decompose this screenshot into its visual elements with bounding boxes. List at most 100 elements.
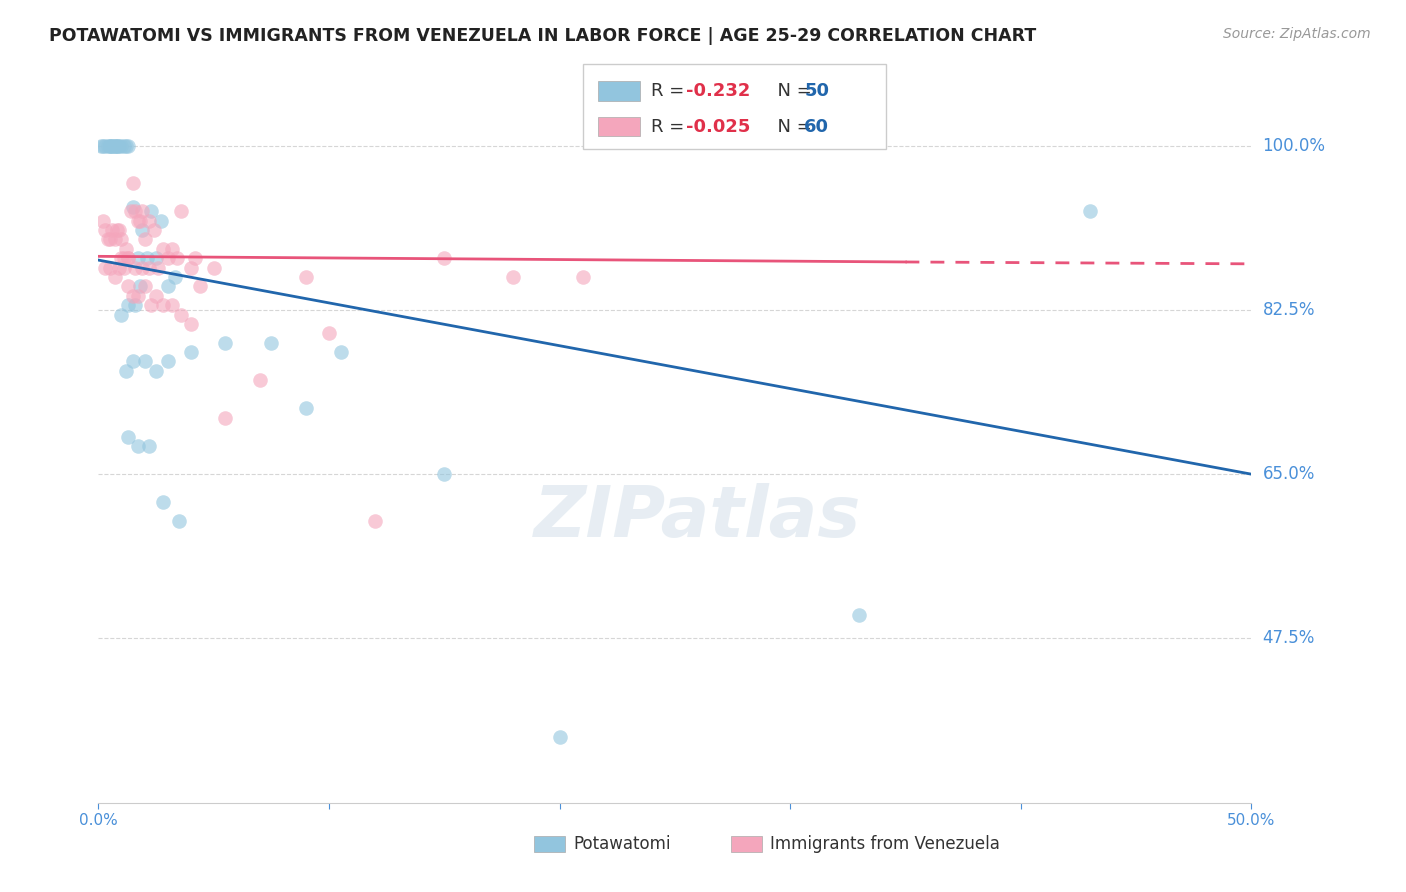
Text: -0.025: -0.025 bbox=[686, 118, 751, 136]
Point bbox=[98, 260, 121, 275]
Point bbox=[214, 335, 236, 350]
Point bbox=[149, 213, 172, 227]
Point bbox=[295, 401, 318, 416]
Text: POTAWATOMI VS IMMIGRANTS FROM VENEZUELA IN LABOR FORCE | AGE 25-29 CORRELATION C: POTAWATOMI VS IMMIGRANTS FROM VENEZUELA … bbox=[49, 27, 1036, 45]
Point bbox=[188, 279, 211, 293]
Point bbox=[103, 138, 125, 153]
Point bbox=[105, 138, 128, 153]
Point bbox=[103, 138, 125, 153]
Text: 65.0%: 65.0% bbox=[1263, 465, 1315, 483]
Point bbox=[131, 204, 153, 219]
Point bbox=[97, 138, 120, 153]
Point bbox=[156, 354, 179, 368]
Text: R =: R = bbox=[651, 118, 690, 136]
Text: N =: N = bbox=[766, 118, 818, 136]
Point bbox=[167, 514, 190, 528]
Point bbox=[160, 298, 183, 312]
Point bbox=[98, 138, 121, 153]
Point bbox=[1078, 204, 1101, 219]
Point bbox=[108, 260, 131, 275]
Point bbox=[124, 204, 146, 219]
Point bbox=[127, 251, 149, 265]
Point bbox=[117, 251, 139, 265]
Point bbox=[103, 232, 125, 246]
Point bbox=[122, 176, 145, 190]
Point bbox=[848, 607, 870, 622]
Point bbox=[94, 138, 117, 153]
Text: -0.232: -0.232 bbox=[686, 82, 751, 100]
Point bbox=[127, 289, 149, 303]
Point bbox=[103, 270, 125, 285]
Point bbox=[112, 260, 135, 275]
Point bbox=[548, 730, 571, 744]
Point bbox=[122, 289, 145, 303]
Point bbox=[141, 204, 163, 219]
Point bbox=[138, 260, 160, 275]
Point bbox=[122, 354, 145, 368]
Text: 47.5%: 47.5% bbox=[1263, 630, 1315, 648]
Point bbox=[180, 317, 202, 331]
Point bbox=[110, 232, 132, 246]
Point bbox=[295, 270, 318, 285]
Point bbox=[180, 260, 202, 275]
Point bbox=[98, 138, 121, 153]
Point bbox=[170, 308, 193, 322]
Point bbox=[115, 364, 138, 378]
Point bbox=[94, 223, 117, 237]
Point bbox=[117, 298, 139, 312]
Point bbox=[260, 335, 283, 350]
Point bbox=[134, 279, 156, 293]
Point bbox=[117, 251, 139, 265]
Point bbox=[124, 298, 146, 312]
Point bbox=[502, 270, 524, 285]
Point bbox=[117, 279, 139, 293]
Text: 50: 50 bbox=[804, 82, 830, 100]
Point bbox=[101, 223, 124, 237]
Point bbox=[364, 514, 387, 528]
Point bbox=[134, 232, 156, 246]
Point bbox=[91, 213, 114, 227]
Point bbox=[138, 439, 160, 453]
Point bbox=[180, 345, 202, 359]
Point bbox=[142, 223, 165, 237]
Point bbox=[156, 251, 179, 265]
Point bbox=[202, 260, 225, 275]
Point bbox=[170, 204, 193, 219]
Point bbox=[145, 251, 167, 265]
Point bbox=[122, 200, 145, 214]
Point bbox=[160, 242, 183, 256]
Point bbox=[98, 232, 121, 246]
Point bbox=[91, 138, 114, 153]
Point bbox=[134, 354, 156, 368]
Text: ZIPatlas: ZIPatlas bbox=[534, 483, 862, 552]
Point bbox=[184, 251, 207, 265]
Point bbox=[112, 251, 135, 265]
Point bbox=[214, 410, 236, 425]
Point bbox=[433, 467, 456, 482]
Point bbox=[145, 289, 167, 303]
Point bbox=[318, 326, 340, 341]
Point bbox=[110, 138, 132, 153]
Point bbox=[101, 138, 124, 153]
Point bbox=[152, 495, 174, 509]
Point bbox=[90, 138, 112, 153]
Point bbox=[108, 138, 131, 153]
Text: 100.0%: 100.0% bbox=[1263, 136, 1326, 154]
Point bbox=[433, 251, 456, 265]
Point bbox=[152, 298, 174, 312]
Point bbox=[115, 138, 138, 153]
Point bbox=[129, 279, 152, 293]
Text: N =: N = bbox=[766, 82, 818, 100]
Text: 82.5%: 82.5% bbox=[1263, 301, 1315, 318]
Point bbox=[97, 232, 120, 246]
Text: Immigrants from Venezuela: Immigrants from Venezuela bbox=[770, 835, 1000, 853]
Text: Source: ZipAtlas.com: Source: ZipAtlas.com bbox=[1223, 27, 1371, 41]
Point bbox=[163, 270, 186, 285]
Point bbox=[571, 270, 593, 285]
Point bbox=[110, 251, 132, 265]
Text: Potawatomi: Potawatomi bbox=[574, 835, 671, 853]
Point bbox=[141, 298, 163, 312]
Point bbox=[138, 213, 160, 227]
Point bbox=[112, 138, 135, 153]
Point bbox=[145, 364, 167, 378]
